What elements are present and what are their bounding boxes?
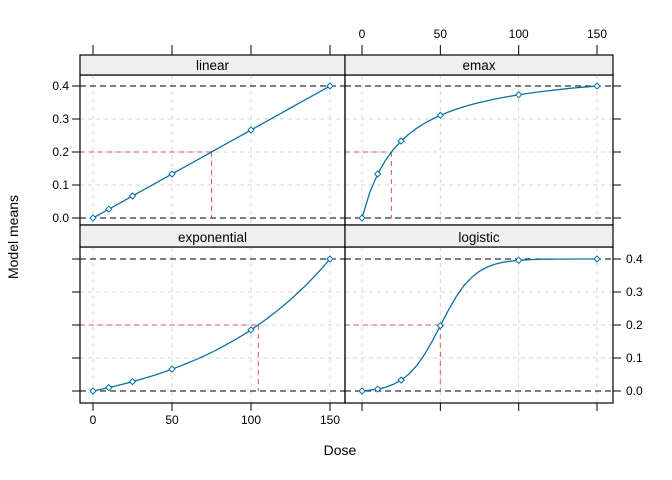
- axis-tick-label: 0: [359, 27, 366, 41]
- data-point: [326, 255, 334, 263]
- axis-tick-label: 100: [509, 27, 529, 41]
- axis-tick-label: 0.1: [52, 178, 69, 192]
- data-point: [358, 214, 366, 222]
- panel-exponential: exponential: [79, 224, 346, 404]
- data-point: [89, 387, 97, 395]
- strip-logistic: [344, 224, 614, 248]
- axis-tick-label: 100: [241, 413, 261, 427]
- data-point: [436, 321, 445, 330]
- y-axis-title: Model means: [5, 195, 21, 279]
- data-point: [128, 377, 137, 386]
- data-point: [514, 256, 523, 265]
- x-axis-title: Dose: [324, 442, 357, 458]
- axis-tick-label: 0: [90, 413, 97, 427]
- data-point: [397, 376, 405, 384]
- panel-logistic: logistic: [344, 224, 614, 404]
- strip-label: exponential: [178, 230, 247, 245]
- axis-tick-label: 0.2: [626, 318, 643, 332]
- data-point: [105, 205, 113, 213]
- data-point: [593, 255, 601, 263]
- axis-tick-label: 150: [587, 27, 607, 41]
- panel-border: [344, 74, 614, 226]
- axis-tick-label: 50: [165, 413, 179, 427]
- strip-label: linear: [196, 58, 230, 73]
- axis-tick-label: 0.1: [626, 351, 643, 365]
- strip-emax: [344, 54, 614, 76]
- axis-tick-label: 0.3: [52, 112, 69, 126]
- axis-tick-label: 0.3: [626, 285, 643, 299]
- data-point: [89, 214, 97, 222]
- data-point: [105, 383, 113, 392]
- data-point: [168, 365, 176, 373]
- data-point: [514, 91, 523, 99]
- axis-tick-label: 0.0: [626, 384, 643, 398]
- panel-linear: linear: [79, 54, 346, 226]
- data-point: [397, 137, 405, 145]
- data-point: [247, 126, 255, 134]
- data-point: [436, 111, 445, 120]
- strip-label: emax: [462, 58, 495, 73]
- axis-tick-label: 50: [434, 27, 448, 41]
- data-point: [128, 192, 137, 200]
- axis-tick-label: 0.4: [626, 252, 643, 266]
- data-point: [593, 82, 601, 90]
- strip-label: logistic: [458, 230, 500, 245]
- panel-emax: emax: [344, 54, 614, 226]
- data-point: [326, 82, 334, 90]
- plot-area: linear emax exponential logistic 0 50 100 150 0 5…: [52, 27, 643, 427]
- axis-tick-label: 0.0: [52, 211, 69, 225]
- axis-tick-label: 150: [320, 413, 340, 427]
- data-point: [373, 170, 382, 178]
- data-point: [373, 385, 382, 393]
- axis-tick-label: 0.2: [52, 145, 69, 159]
- data-point: [168, 170, 176, 178]
- data-point: [358, 387, 366, 395]
- data-point: [247, 326, 255, 334]
- axis-tick-label: 0.4: [52, 79, 69, 93]
